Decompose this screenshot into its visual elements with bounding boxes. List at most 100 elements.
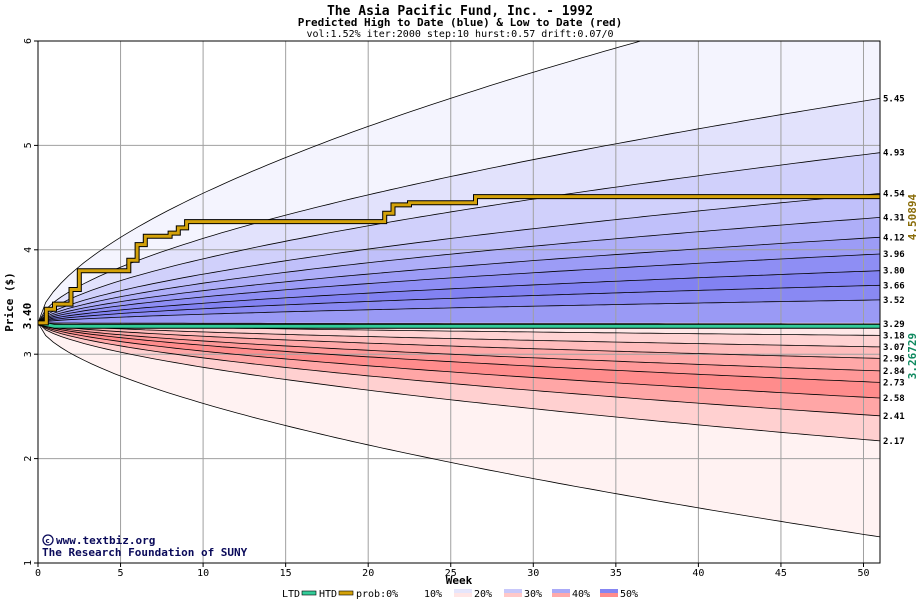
contour-line [38, 322, 880, 442]
level-label: 3.18 [883, 331, 905, 341]
level-label: 4.93 [883, 149, 905, 159]
contour-line [38, 98, 880, 324]
y-axis-label: Price ($) [3, 272, 16, 332]
legend: LTD HTD prob:0% 10% 20% 30% 40% 50% [282, 589, 638, 600]
level-label: 2.73 [883, 378, 905, 388]
y-axis-ticks: 1 2 3 4 5 6 [23, 38, 38, 566]
level-label: 3.66 [883, 281, 905, 291]
level-labels: 5.45 4.93 4.54 4.31 4.12 3.96 3.80 3.66 3.52 3.29… [883, 94, 905, 446]
x-tick-label: 0 [35, 568, 41, 579]
y-tick-label: 5 [23, 142, 34, 148]
contour-line [38, 322, 880, 372]
y-tick-label: 6 [23, 38, 34, 44]
series-lines [38, 194, 880, 329]
contour-line [38, 322, 880, 538]
copyright-icon [42, 534, 54, 546]
contour-line [38, 299, 880, 324]
credit-organization: The Research Foundation of SUNY [42, 546, 248, 559]
contour-line [38, 193, 880, 324]
low-band [38, 322, 880, 347]
high-to-date-value: 4.50894 [906, 193, 919, 240]
high-band [38, 98, 880, 323]
x-tick-label: 5 [118, 568, 124, 579]
x-axis-label: Week [446, 574, 473, 587]
low-to-date-value: 3.26729 [906, 333, 919, 379]
high-band [38, 237, 880, 323]
contour-line [38, 322, 880, 417]
contour-line [38, 270, 880, 324]
x-tick-label: 50 [857, 568, 869, 579]
x-tick-label: 35 [610, 568, 622, 579]
level-label: 3.29 [883, 320, 905, 330]
credits: c www.textbiz.org The Research Foundatio… [42, 534, 248, 559]
legend-50-label: 50% [620, 589, 638, 600]
y-tick-label: 2 [23, 456, 34, 462]
legend-band-swatch [404, 589, 422, 597]
contour-line [38, 322, 880, 399]
legend-band-swatch [600, 589, 618, 597]
chart-title: The Asia Pacific Fund, Inc. - 1992 [327, 4, 593, 19]
legend-ltd-swatch [301, 590, 317, 596]
legend-ltd-label: LTD [282, 589, 300, 600]
x-tick-label: 40 [692, 568, 704, 579]
contour-lines [38, 41, 880, 538]
x-axis-ticks: 0 5 10 15 20 25 30 35 40 45 50 [35, 563, 870, 579]
low-band [38, 322, 880, 537]
y-tick-label: 1 [23, 560, 34, 566]
high-band [38, 254, 880, 323]
x-tick-label: 30 [527, 568, 539, 579]
legend-10-label: 10% [424, 589, 442, 600]
legend-band-swatch [454, 589, 472, 597]
x-tick-label: 15 [280, 568, 292, 579]
contour-line [38, 253, 880, 324]
level-label: 4.54 [883, 189, 905, 199]
x-tick-label: 25 [445, 568, 457, 579]
htd-line [38, 195, 880, 325]
contour-line [38, 322, 880, 359]
chart-subtitle: Predicted High to Date (blue) & Low to D… [298, 16, 623, 29]
legend-band-swatch [552, 589, 570, 597]
high-band [38, 41, 880, 323]
level-label: 5.45 [883, 94, 905, 104]
low-band [38, 322, 880, 398]
chart-parameters: vol:1.52% iter:2000 step:10 hurst:0.57 d… [306, 29, 613, 40]
level-label: 2.41 [883, 412, 905, 422]
low-band [38, 322, 880, 383]
level-label: 2.58 [883, 394, 905, 404]
contour-line [38, 41, 643, 324]
y-tick-label: 4 [23, 247, 34, 253]
copyright-icon-glyph: c [46, 537, 50, 545]
level-label: 2.96 [883, 354, 905, 364]
legend-htd-label: HTD [319, 589, 337, 600]
level-label: 2.17 [883, 437, 905, 447]
low-band [38, 322, 880, 371]
x-tick-label: 10 [197, 568, 209, 579]
y-tick-label: 3 [23, 351, 34, 357]
x-tick-label: 45 [775, 568, 787, 579]
legend-40-label: 40% [572, 589, 590, 600]
credit-site: www.textbiz.org [56, 534, 155, 547]
level-label: 3.52 [883, 296, 905, 306]
level-label: 4.31 [883, 213, 905, 223]
contour-line [38, 236, 880, 324]
legend-htd-swatch [338, 590, 354, 596]
legend-20-label: 20% [474, 589, 492, 600]
level-label: 2.84 [883, 367, 905, 377]
high-band [38, 270, 880, 323]
level-label: 4.12 [883, 233, 905, 243]
high-band [38, 285, 880, 323]
high-band [38, 299, 880, 324]
contour-line [38, 284, 880, 324]
level-label: 3.07 [883, 343, 905, 353]
low-band [38, 322, 880, 441]
contour-line [38, 322, 880, 383]
level-label: 3.80 [883, 267, 905, 277]
legend-30-label: 30% [524, 589, 542, 600]
plot-frame [37, 40, 881, 564]
high-band [38, 217, 880, 323]
low-band [38, 322, 880, 359]
x-tick-label: 20 [362, 568, 374, 579]
low-band [38, 322, 880, 416]
legend-band-swatch [504, 589, 522, 597]
high-band [38, 193, 880, 323]
